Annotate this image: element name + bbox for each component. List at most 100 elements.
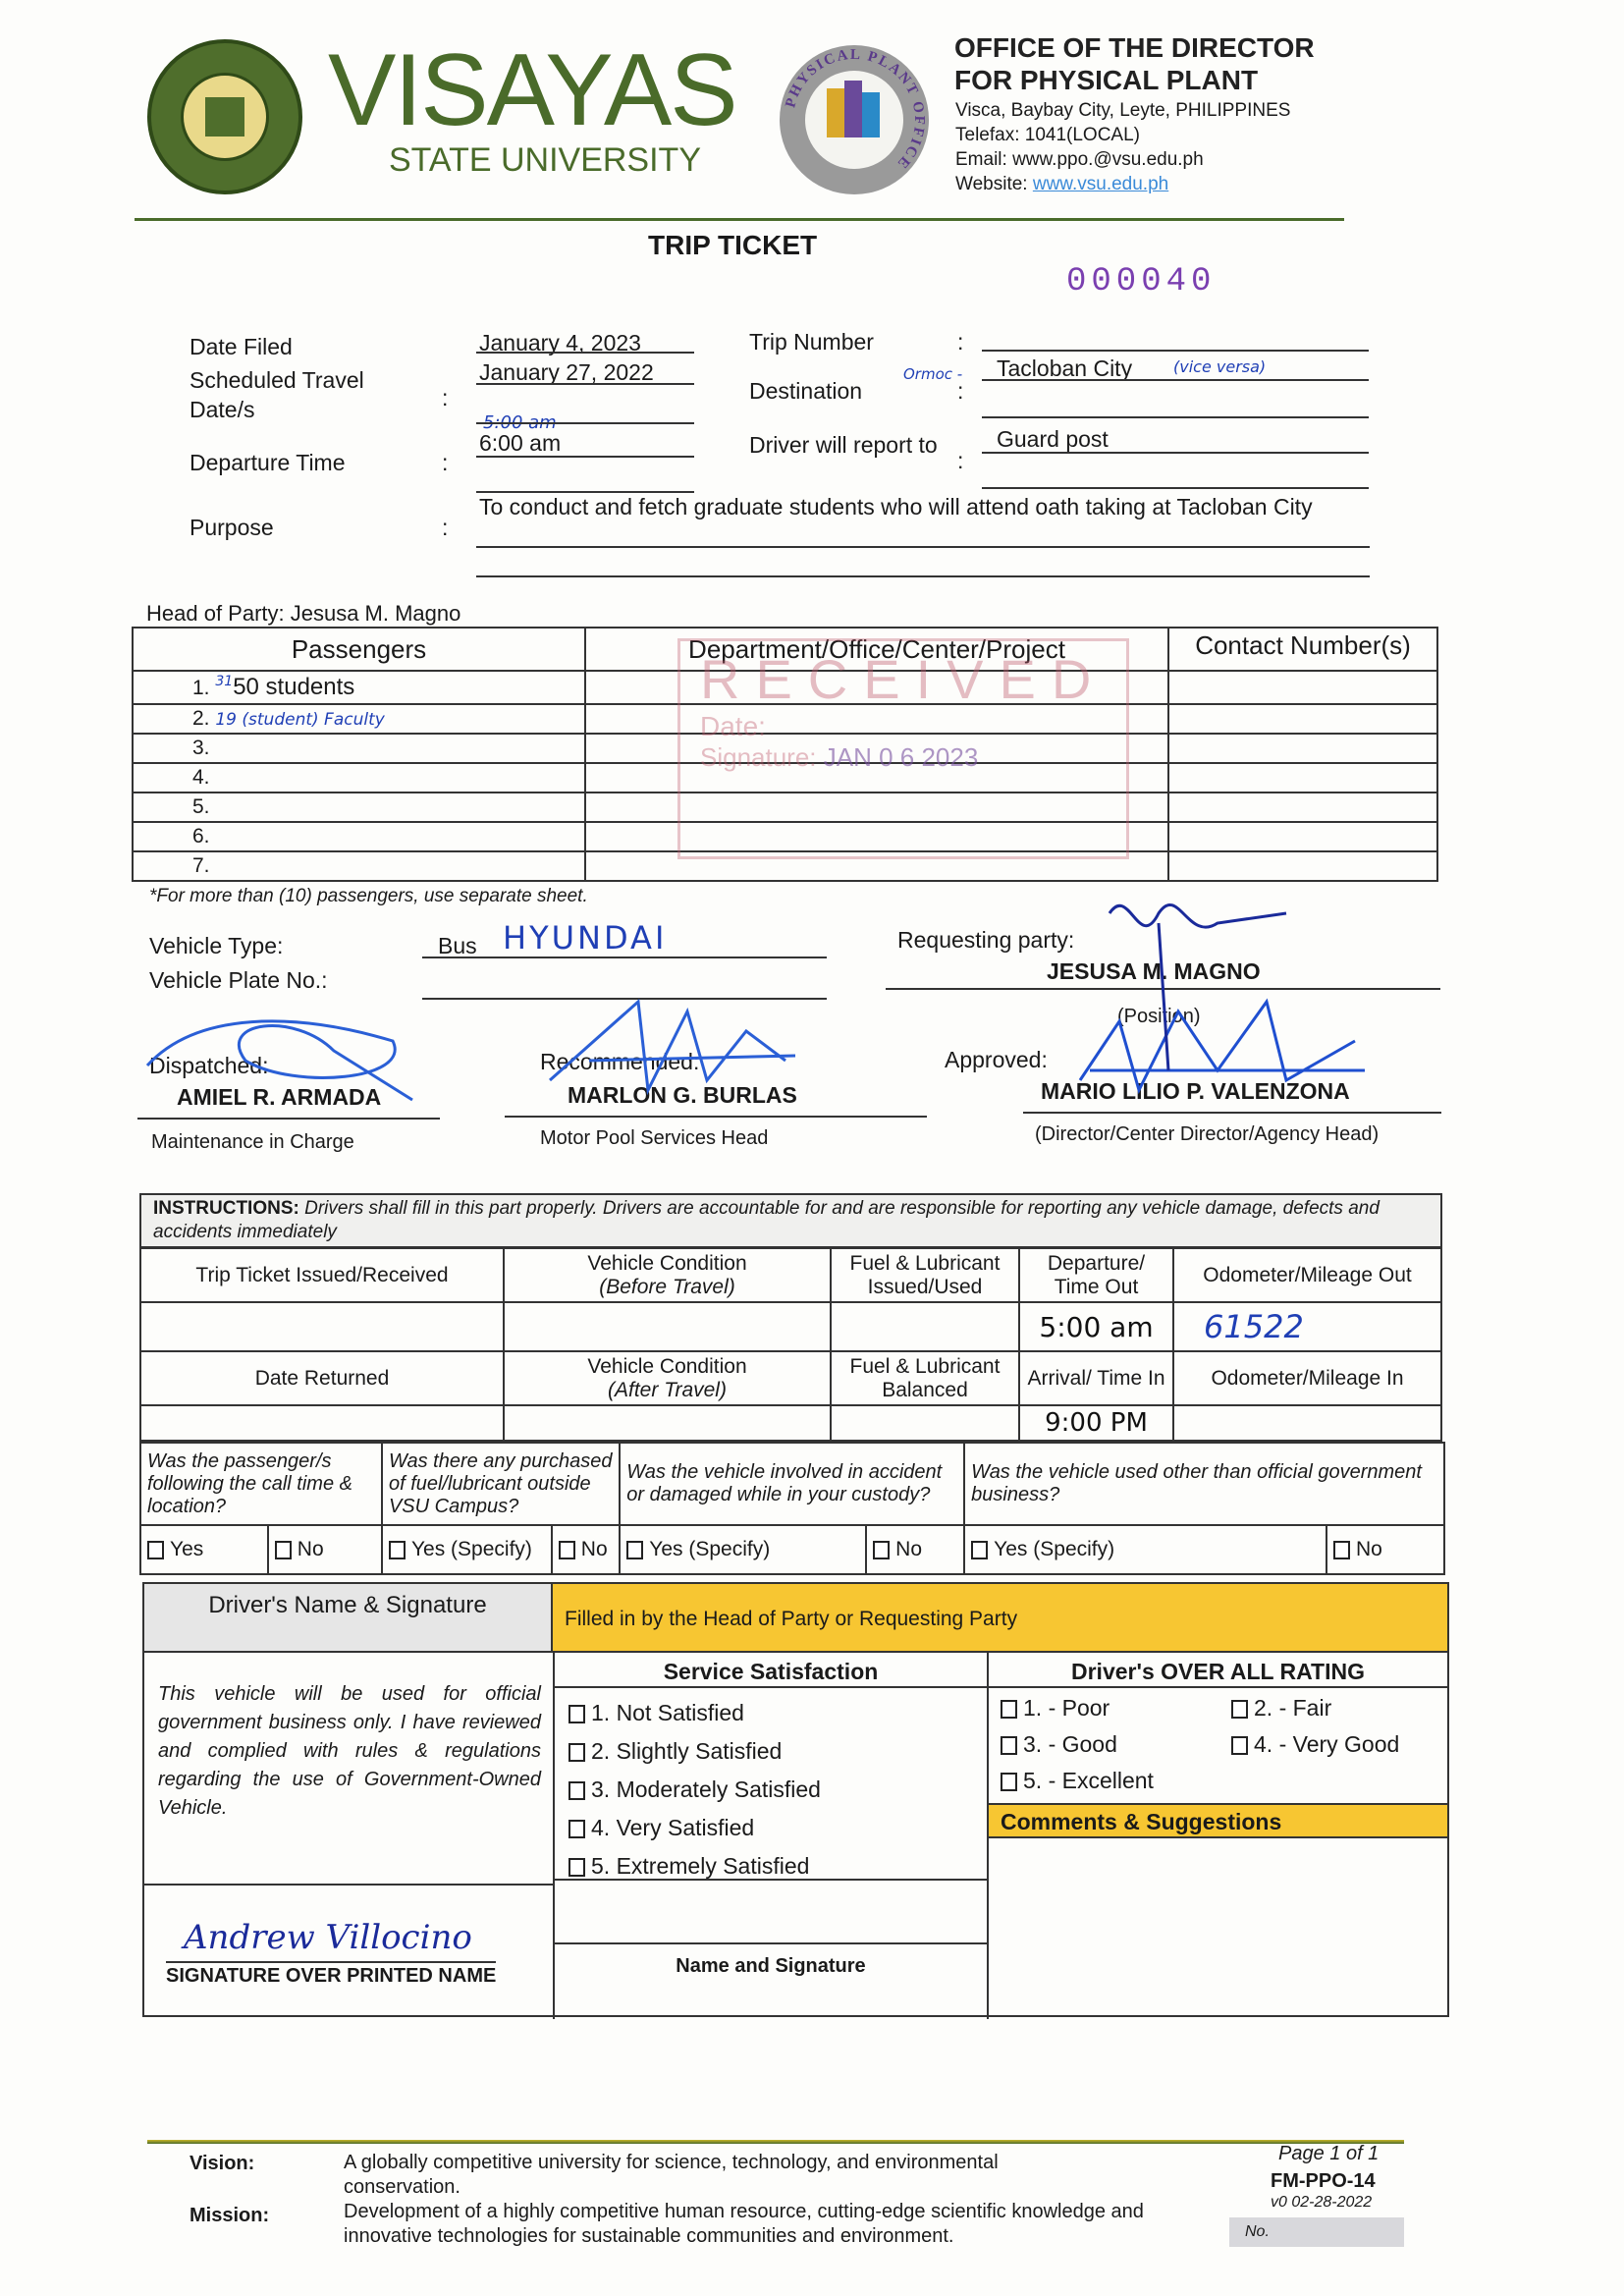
checkbox[interactable] [1001, 1773, 1017, 1792]
checkbox[interactable] [274, 1540, 292, 1559]
checkbox[interactable] [1333, 1540, 1350, 1559]
option-label: 5. Extremely Satisfied [591, 1853, 810, 1879]
service-option[interactable]: 4. Very Satisfied [568, 1809, 821, 1847]
option-label: 1. Not Satisfied [591, 1700, 744, 1725]
report-label: Driver will report to [749, 432, 938, 458]
university-seal [147, 39, 302, 194]
yes-specify-label: Yes (Specify) [994, 1538, 1115, 1560]
rating-option[interactable]: 2. - Fair [1231, 1690, 1433, 1726]
q4-no[interactable]: No [1326, 1524, 1445, 1575]
destination-value: Tacloban City [997, 355, 1133, 381]
checkbox[interactable] [388, 1540, 406, 1559]
passenger-note: *For more than (10) passengers, use sepa… [149, 886, 588, 906]
service-option[interactable]: 3. Moderately Satisfied [568, 1771, 821, 1809]
rating-option[interactable]: 4. - Very Good [1231, 1726, 1433, 1763]
checkbox[interactable] [558, 1540, 575, 1559]
q2-yes[interactable]: Yes (Specify) [380, 1524, 553, 1575]
col-date-returned: Date Returned [139, 1350, 505, 1406]
q3-no[interactable]: No [865, 1524, 966, 1575]
page-number: Page 1 of 1 [1278, 2143, 1380, 2164]
checkbox[interactable] [1231, 1736, 1248, 1756]
feedback-header: Filled in by the Head of Party or Reques… [553, 1584, 1447, 1653]
telefax: Telefax: 1041(LOCAL) [955, 125, 1140, 145]
col-vehicle-after: Vehicle Condition (After Travel) [503, 1350, 832, 1406]
time-out-value: 5:00 am [1018, 1301, 1174, 1352]
dispatched-signature [145, 1019, 413, 1102]
recommended-signature [549, 998, 796, 1096]
rating-option[interactable]: 3. - Good [1001, 1726, 1231, 1763]
stamp-date: JAN 0 6 2023 [823, 742, 979, 772]
colon: : [442, 515, 449, 540]
office-line-2: FOR PHYSICAL PLANT [954, 65, 1259, 95]
date-filed-value: January 4, 2023 [479, 330, 641, 355]
name-signature-label: Name and Signature [676, 1955, 866, 1977]
instructions-bold: INSTRUCTIONS: [153, 1198, 299, 1219]
col-departure: Departure/ Time Out [1018, 1247, 1174, 1303]
requesting-party-name: JESUSA M. MAGNO [1047, 958, 1261, 984]
passenger-row: 1. 3150 students [132, 670, 1438, 705]
checkbox[interactable] [873, 1540, 891, 1559]
trip-log-table: Trip Ticket Issued/Received Vehicle Condi… [139, 1247, 1442, 1442]
destination-label: Destination [749, 378, 863, 404]
footer-divider [147, 2140, 1404, 2144]
col-fuel-issued: Fuel & Lubricant Issued/Used [830, 1247, 1020, 1303]
vehicle-type-label: Vehicle Type: [149, 933, 284, 958]
driver-header: Driver's Name & Signature [144, 1584, 553, 1653]
colon: : [957, 378, 964, 404]
passenger-row: 5. [132, 792, 1438, 823]
website-label: Website: [955, 174, 1028, 194]
sched-value: January 27, 2022 [479, 359, 654, 385]
received-stamp: RECEIVED Date: Signature: JAN 0 6 2023 [677, 638, 1129, 859]
checkbox[interactable] [1001, 1736, 1017, 1756]
checkbox[interactable] [626, 1540, 644, 1559]
mission-text: Development of a highly competitive huma… [344, 2201, 1144, 2247]
driver-statement: This vehicle will be used for official g… [158, 1683, 541, 1819]
recommended-name: MARLON G. BURLAS [568, 1082, 797, 1108]
sched-label: Scheduled Travel Date/s [189, 367, 364, 422]
col-vehicle-before: Vehicle Condition (Before Travel) [503, 1247, 832, 1303]
rating-option[interactable]: 1. - Poor [1001, 1690, 1231, 1726]
service-options: 1. Not Satisfied 2. Slightly Satisfied 3… [568, 1694, 821, 1886]
rating-option[interactable]: 5. - Excellent [1001, 1763, 1231, 1799]
checkbox[interactable] [568, 1781, 585, 1801]
dispatched-role: Maintenance in Charge [151, 1131, 354, 1153]
checkbox[interactable] [568, 1858, 585, 1878]
requesting-party-label: Requesting party: [897, 927, 1075, 953]
checkbox[interactable] [971, 1540, 989, 1559]
service-option[interactable]: 1. Not Satisfied [568, 1694, 821, 1732]
yes-label: Yes [170, 1538, 204, 1560]
row-number: 4. [132, 762, 586, 793]
trip-number-label: Trip Number [749, 329, 874, 355]
colon: : [957, 448, 964, 473]
q4-yes[interactable]: Yes (Specify) [963, 1524, 1327, 1575]
after-travel-label: (After Travel) [608, 1378, 727, 1401]
approved-label: Approved: [945, 1047, 1048, 1072]
checkbox[interactable] [568, 1820, 585, 1839]
dispatched-label: Dispatched: [149, 1053, 269, 1078]
option-label: 2. - Fair [1254, 1695, 1332, 1721]
checkbox[interactable] [568, 1705, 585, 1724]
question-call-time: Was the passenger/s following the call t… [139, 1442, 383, 1526]
question-accident: Was the vehicle involved in accident or … [619, 1442, 966, 1526]
checkbox[interactable] [568, 1743, 585, 1763]
row-number: 2. [192, 707, 210, 730]
stamp-date-label: Date: [700, 711, 766, 741]
departure-value: 6:00 am [479, 430, 562, 456]
service-option[interactable]: 2. Slightly Satisfied [568, 1732, 821, 1771]
form-no: No. [1229, 2217, 1404, 2247]
comments-field[interactable] [989, 1838, 1447, 2017]
q2-no[interactable]: No [550, 1524, 622, 1575]
q1-yes[interactable]: Yes [139, 1524, 269, 1575]
handwritten-signatures [145, 903, 1365, 1102]
q1-no[interactable]: No [266, 1524, 383, 1575]
feedback-section: Driver's Name & Signature Filled in by t… [142, 1582, 1449, 2019]
approved-signature [1078, 998, 1365, 1095]
service-option[interactable]: 5. Extremely Satisfied [568, 1847, 821, 1886]
website-link[interactable]: www.vsu.edu.ph [1032, 174, 1169, 194]
passenger-row: 2. 19 (student) Faculty [132, 703, 1438, 735]
checkbox[interactable] [1231, 1700, 1248, 1720]
checkbox[interactable] [147, 1540, 164, 1559]
before-travel-label: (Before Travel) [599, 1275, 735, 1298]
checkbox[interactable] [1001, 1700, 1017, 1720]
q3-yes[interactable]: Yes (Specify) [619, 1524, 868, 1575]
